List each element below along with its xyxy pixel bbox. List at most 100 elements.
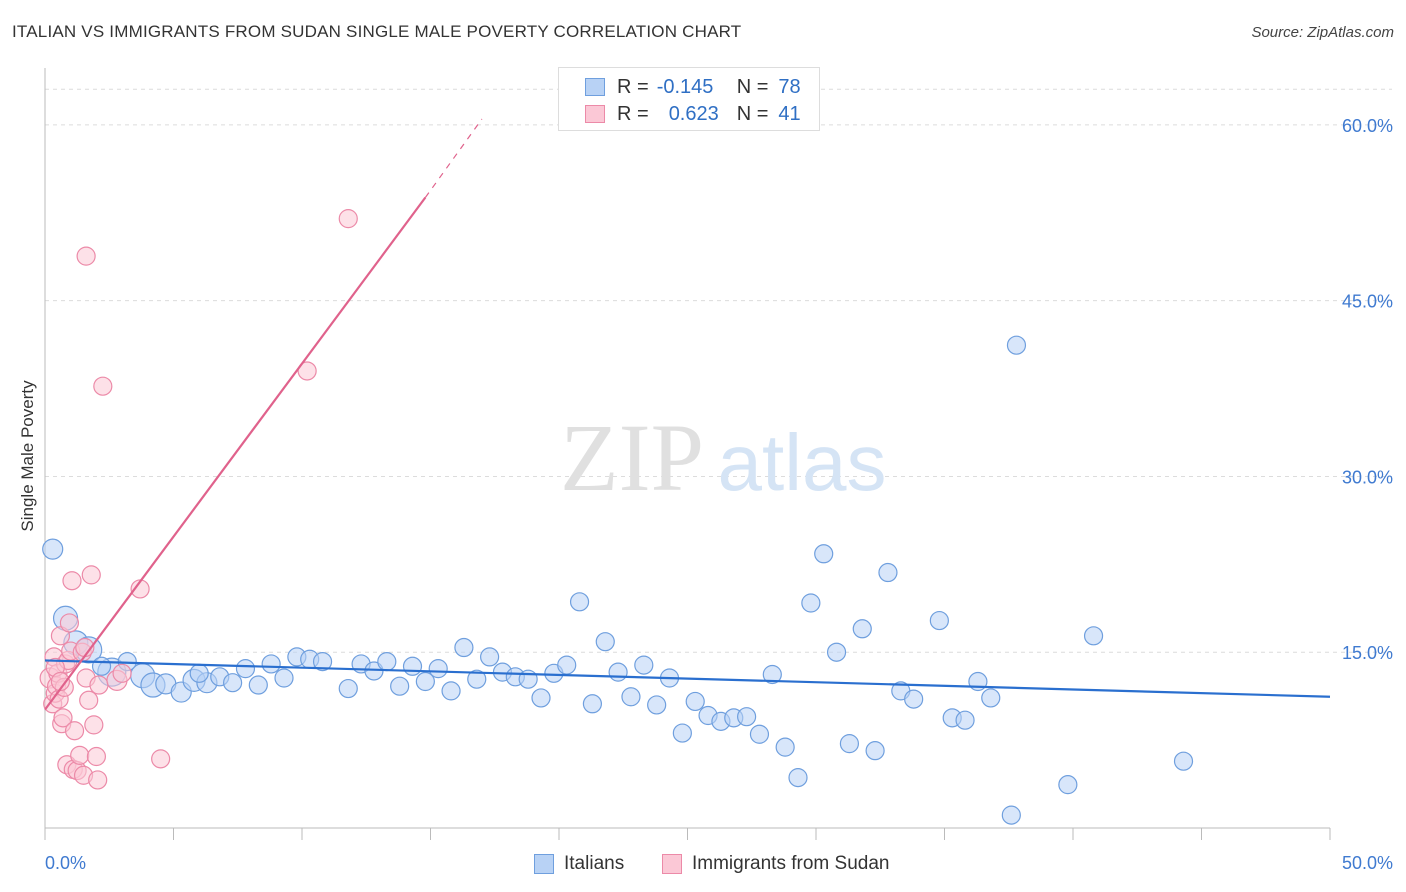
sudan-point [53,708,73,728]
italians-point [839,734,860,754]
watermark-atlas: atlas [718,418,887,507]
italians-point [91,656,112,676]
tick-labels: 15.0% 30.0% 45.0% 60.0% 0.0% 50.0% Single Male… [18,116,1393,873]
italians-point [454,637,474,658]
italians-point [878,562,898,583]
legend-n-label: N = [736,102,769,125]
sudan-point [338,209,358,229]
italians-point [904,689,924,709]
data-points [39,209,1194,825]
italians-trend-line [44,659,1331,698]
legend-swatch-italians [585,78,605,96]
italians-point [865,741,885,761]
italians-point [955,710,975,730]
legend-r-label: R = [617,75,649,98]
sudan-point [88,770,108,790]
italians-point [685,691,705,712]
legend-row-italians: R = -0.145 N = 78 [585,75,801,99]
watermark: ZIP atlas [560,404,886,511]
sudan-point [76,246,96,266]
bottom-legend-swatch-italians [534,854,554,874]
x-tick-label: 0.0% [45,853,86,873]
italians-point [248,675,268,695]
italians-point [826,642,847,662]
legend-n-label: N = [736,75,769,98]
sudan-trend-line [44,196,427,711]
bottom-legend-sudan: Immigrants from Sudan [662,852,889,876]
italians-point [569,592,590,612]
italians-point [428,659,448,679]
sudan-point [86,746,107,767]
bottom-legend-label-sudan: Immigrants from Sudan [692,853,890,874]
sudan-point [93,376,113,396]
correlation-legend: R = -0.145 N = 78 R = 0.623 N = 41 [558,67,820,131]
italians-point [480,647,500,667]
bottom-legend-label-italians: Italians [564,853,625,874]
italians-point [274,668,294,688]
italians-point [595,632,615,652]
italians-point [261,654,281,674]
italians-point [1001,805,1021,825]
legend-n-value: 41 [778,102,801,125]
watermark-zip: ZIP [560,404,704,511]
italians-point [415,671,435,692]
sudan-trend-extension [424,118,483,198]
y-tick-label: 15.0% [1342,643,1393,663]
italians-point [608,662,628,682]
italians-point [814,544,834,564]
italians-point [1058,775,1078,795]
italians-point [582,694,603,714]
legend-row-sudan: R = 0.623 N = 41 [585,102,801,126]
italians-point [223,673,243,693]
gridlines [45,88,1392,653]
italians-point [737,707,757,727]
sudan-point [59,613,80,633]
italians-point [312,651,333,672]
italians-point [402,656,423,676]
italians-point [338,678,358,699]
bottom-legend-swatch-sudan [662,854,682,874]
italians-point [531,688,551,708]
bottom-legend-italians: Italians [534,852,624,876]
italians-point [1006,335,1027,355]
italians-point [647,695,667,715]
sudan-point [297,361,317,381]
sudan-point [64,721,85,741]
italians-point [390,676,410,696]
italians-point [557,655,577,675]
sudan-point [70,745,90,765]
y-tick-label: 45.0% [1342,292,1393,312]
italians-point [441,681,461,701]
italians-point [672,723,692,743]
italians-point [42,538,64,560]
y-tick-label: 30.0% [1342,467,1393,487]
sudan-point [81,565,101,585]
sudan-point [89,675,109,695]
sudan-point [79,690,99,710]
legend-r-value: -0.145 [656,75,714,98]
sudan-point [112,663,132,683]
legend-r-value: 0.623 [668,102,719,125]
italians-point [852,619,872,639]
italians-point [235,659,256,679]
italians-point [981,688,1001,708]
italians-point [621,687,641,707]
legend-swatch-sudan [585,105,605,123]
italians-point [749,724,770,744]
italians-point [1173,751,1194,771]
italians-point [801,593,821,613]
italians-point [467,669,487,689]
sudan-point [84,715,104,735]
italians-point [1083,626,1104,646]
italians-point [189,663,209,683]
sudan-point [62,571,82,591]
italians-point [762,664,782,685]
legend-r-label: R = [617,102,649,125]
chart-source: Source: ZipAtlas.com [1251,24,1394,41]
legend-n-value: 78 [778,75,801,98]
italians-point [929,610,949,631]
italians-point [788,768,808,788]
italians-point [634,655,654,675]
sudan-point [151,749,171,769]
